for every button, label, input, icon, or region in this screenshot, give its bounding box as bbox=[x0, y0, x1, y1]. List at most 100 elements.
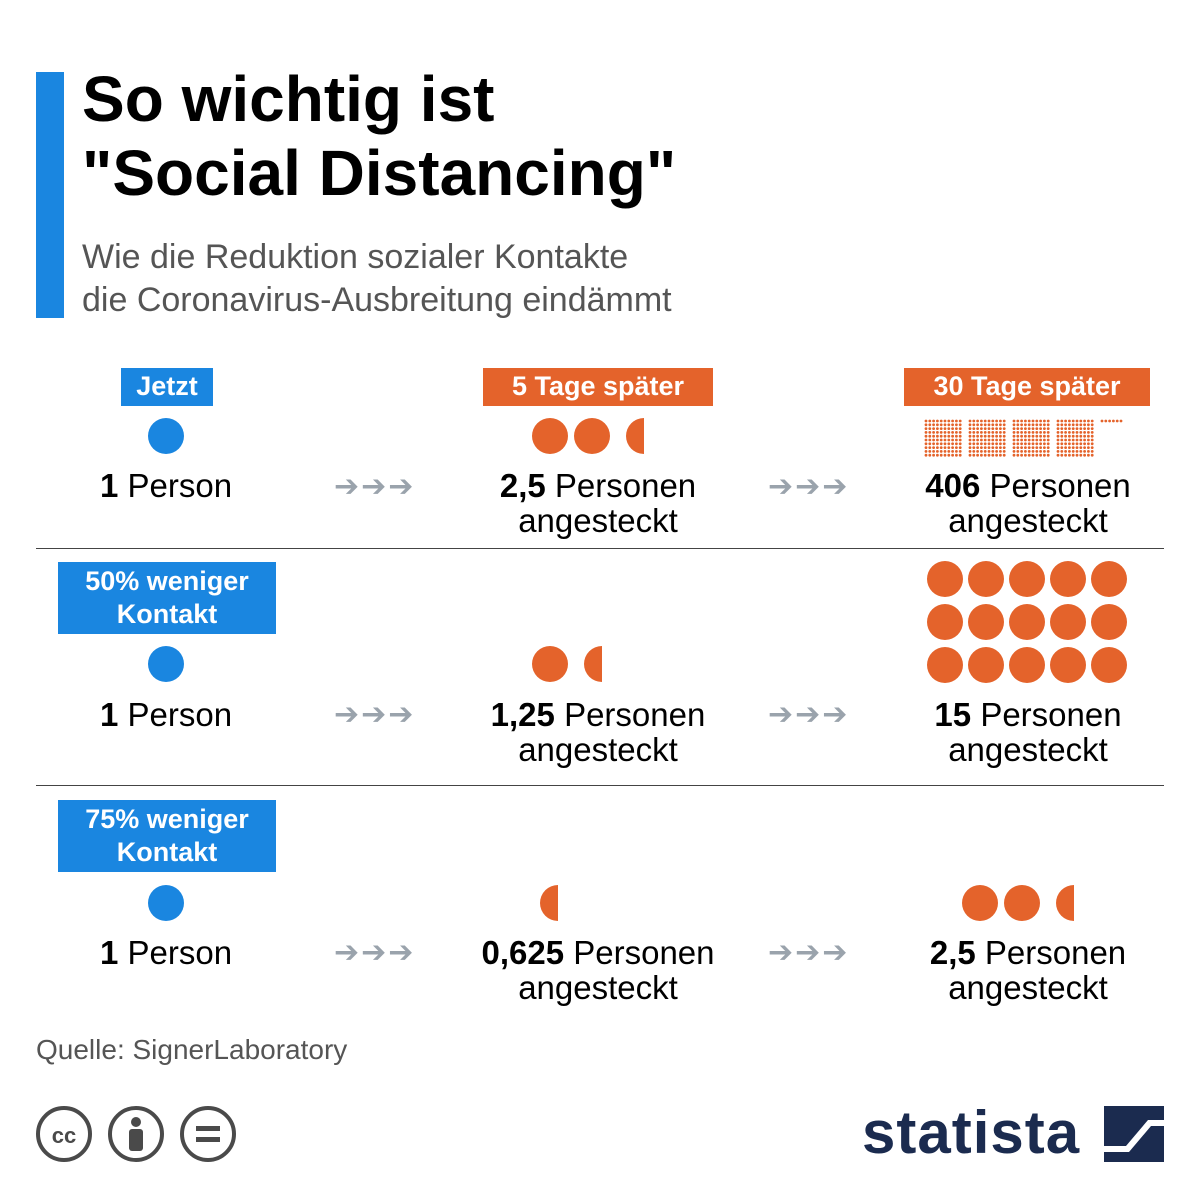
infected-person-dot bbox=[924, 450, 928, 453]
infected-person-dot bbox=[1075, 419, 1079, 423]
infected-person-dot bbox=[1056, 423, 1060, 427]
infected-person-dot bbox=[1009, 604, 1045, 640]
row3-end-dots bbox=[962, 885, 1074, 921]
infected-person-dot bbox=[1056, 446, 1060, 449]
infected-person-dot bbox=[1090, 453, 1094, 457]
row2-start-dot bbox=[148, 646, 184, 682]
infected-person-dot bbox=[947, 442, 951, 446]
infected-person-dot bbox=[972, 423, 976, 427]
infected-person-dot bbox=[1043, 434, 1046, 438]
row1-end-dot-grid bbox=[924, 419, 1123, 457]
infected-person-dot bbox=[1012, 431, 1016, 434]
infected-person-dot bbox=[1075, 434, 1079, 438]
infected-person-dot bbox=[968, 453, 972, 457]
subtitle-line-2: die Coronavirus-Ausbreitung eindämmt bbox=[82, 281, 672, 319]
infected-person-dot bbox=[943, 446, 947, 449]
infected-person-dot bbox=[1071, 438, 1075, 442]
infected-person-dot bbox=[951, 419, 954, 423]
infected-person-dot bbox=[968, 431, 972, 434]
infected-person-dot bbox=[1027, 450, 1031, 453]
infected-person-dot bbox=[932, 423, 935, 427]
infected-person-dot bbox=[947, 450, 951, 453]
infected-person-dot bbox=[1024, 434, 1027, 438]
infected-person-dot bbox=[1064, 423, 1067, 427]
infected-person-dot bbox=[968, 423, 972, 427]
infected-person-dot bbox=[1083, 453, 1086, 457]
infected-person-dot bbox=[955, 423, 958, 427]
infected-person-dot bbox=[924, 431, 928, 434]
infected-person-dot bbox=[1035, 434, 1039, 438]
infected-person-dot bbox=[1071, 419, 1075, 423]
infected-person-dot bbox=[947, 431, 951, 434]
infected-person-dot bbox=[958, 423, 962, 427]
infected-person-dot bbox=[1064, 438, 1067, 442]
row3-start-unit: Person bbox=[127, 934, 233, 971]
infected-person-dot bbox=[1016, 423, 1020, 427]
infected-person-dot bbox=[947, 438, 951, 442]
infected-person-dot bbox=[1031, 446, 1035, 449]
infected-person-dot bbox=[936, 446, 939, 449]
infected-person-dot bbox=[928, 434, 932, 438]
infected-person-dot bbox=[1046, 423, 1050, 427]
attribution-icon bbox=[108, 1106, 164, 1162]
label-50-weniger: 50% weniger Kontakt bbox=[58, 562, 276, 634]
infected-person-dot bbox=[936, 427, 939, 430]
infected-person-dot bbox=[987, 434, 991, 438]
infected-person-dot bbox=[976, 453, 979, 457]
infected-person-dot bbox=[1016, 450, 1020, 453]
infected-person-dot bbox=[939, 450, 943, 453]
infected-person-dot bbox=[1079, 438, 1083, 442]
infected-person-dot bbox=[1108, 419, 1111, 423]
label-5-tage: 5 Tage später bbox=[483, 368, 713, 406]
statista-logo-icon bbox=[1104, 1106, 1164, 1162]
infected-person-dot bbox=[1090, 423, 1094, 427]
infected-person-dot bbox=[1115, 419, 1119, 423]
infected-person-dot bbox=[932, 442, 935, 446]
row3-arrows-1: ➔➔➔ bbox=[334, 936, 416, 969]
infected-person-dot bbox=[1002, 419, 1006, 423]
infected-person-dot bbox=[1031, 431, 1035, 434]
infected-person-dot bbox=[1083, 423, 1086, 427]
infected-person-dot bbox=[1002, 450, 1006, 453]
infected-person-dot bbox=[1016, 438, 1020, 442]
infected-person-dot bbox=[1087, 446, 1090, 449]
infected-person-dot bbox=[1020, 419, 1023, 423]
infected-person-dot bbox=[936, 438, 939, 442]
infected-person-dot bbox=[951, 431, 954, 434]
infected-person-dot bbox=[1087, 450, 1090, 453]
infected-person-dot bbox=[999, 434, 1002, 438]
row2-mid-number: 1,25 bbox=[490, 696, 555, 733]
infected-person-dot bbox=[976, 431, 979, 434]
infected-person-dot bbox=[980, 434, 983, 438]
infected-person-dot bbox=[1087, 427, 1090, 430]
infected-person-dot bbox=[943, 427, 947, 430]
infected-person-dot bbox=[1027, 419, 1031, 423]
row3-mid-suffix: angesteckt bbox=[518, 969, 678, 1006]
infected-person-dot bbox=[951, 450, 954, 453]
infected-person-dot bbox=[1068, 446, 1071, 449]
infected-person-dot bbox=[991, 419, 995, 423]
infected-person-dot bbox=[1060, 423, 1064, 427]
infected-person-dot bbox=[1016, 427, 1020, 430]
infected-person-dot bbox=[972, 446, 976, 449]
infected-person-dot bbox=[1056, 442, 1060, 446]
infected-person-dot bbox=[932, 438, 935, 442]
infected-person-dot bbox=[1046, 450, 1050, 453]
infected-person-dot bbox=[1060, 442, 1064, 446]
infected-person-dot bbox=[928, 446, 932, 449]
row1-end-suffix: angesteckt bbox=[948, 502, 1108, 539]
infected-person-dot bbox=[1060, 446, 1064, 449]
infected-person-dot bbox=[1043, 442, 1046, 446]
infected-person-dot bbox=[1068, 438, 1071, 442]
infected-person-dot bbox=[999, 423, 1002, 427]
row3-mid-dots bbox=[540, 885, 558, 921]
infected-person-dot bbox=[983, 453, 987, 457]
infected-person-dot bbox=[983, 419, 987, 423]
infected-person-dot bbox=[1043, 446, 1046, 449]
infected-person-dot bbox=[991, 450, 995, 453]
infected-person-dot bbox=[1039, 450, 1042, 453]
infected-person-dot bbox=[927, 561, 963, 597]
infected-person-dot bbox=[943, 450, 947, 453]
infected-person-dot bbox=[976, 419, 979, 423]
infected-person-dot bbox=[955, 419, 958, 423]
